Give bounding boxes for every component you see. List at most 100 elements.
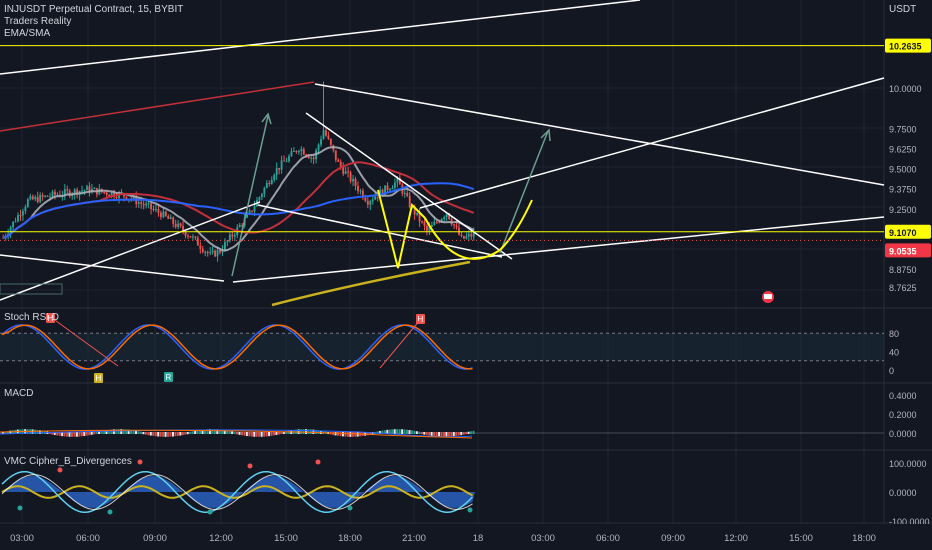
- candle-body: [145, 203, 148, 206]
- candle-body: [458, 227, 460, 235]
- yellow-pattern-drawing: [377, 189, 533, 269]
- macd-histogram-bar: [34, 429, 36, 434]
- candle-body: [103, 191, 106, 193]
- candle-body: [83, 190, 86, 192]
- price-tick-label: 10.0000: [889, 84, 922, 94]
- vmc-signal-dot: [315, 459, 321, 465]
- vmc-cipher-title[interactable]: VMC Cipher_B_Divergences: [4, 456, 132, 467]
- macd-histogram-bar: [344, 432, 347, 437]
- vmc-signal-dot: [467, 507, 473, 513]
- candle-body: [302, 149, 305, 155]
- macd-histogram-bar: [388, 429, 391, 434]
- candle-body: [268, 182, 271, 185]
- macd-histogram-bar: [285, 431, 288, 434]
- candle-body: [187, 235, 189, 237]
- candle-body: [12, 221, 15, 228]
- candle-body: [159, 212, 162, 218]
- macd-histogram-bar: [455, 432, 458, 436]
- macd-histogram-bar: [211, 429, 214, 434]
- candle-body: [157, 209, 160, 213]
- macd-histogram-bar: [127, 429, 130, 434]
- price-badge: [885, 224, 931, 239]
- macd-histogram-bar: [184, 432, 187, 435]
- candle-body: [162, 211, 165, 218]
- candle-body: [132, 196, 135, 199]
- candle-body: [177, 223, 180, 228]
- candle-body: [366, 200, 369, 205]
- candle-body: [354, 178, 357, 186]
- macd-histogram-bar: [280, 432, 283, 435]
- macd-histogram-bar: [236, 432, 239, 435]
- candle-body: [196, 237, 199, 246]
- macd-histogram-bar: [130, 430, 133, 434]
- symbol-title[interactable]: INJUSDT Perpetual Contract, 15, BYBIT: [4, 4, 184, 15]
- time-tick-label: 15:00: [789, 533, 813, 544]
- candle-body: [386, 185, 389, 191]
- white-trendline: [305, 112, 513, 260]
- candle-body: [347, 171, 350, 173]
- stoch-divergence-line: [51, 317, 119, 367]
- macd-histogram-bar: [314, 429, 317, 434]
- macd-histogram-bar: [277, 432, 280, 435]
- macd-histogram-bar: [317, 430, 320, 434]
- macd-histogram-bar: [240, 432, 243, 436]
- vmc-signal-dot: [207, 509, 213, 515]
- vmc-signal-dot: [107, 509, 113, 515]
- stoch-tick-label: 80: [889, 329, 899, 339]
- macd-histogram-bar: [450, 432, 453, 437]
- macd-histogram-bar: [309, 429, 312, 434]
- candle-body: [63, 189, 66, 196]
- stoch-band: [0, 333, 884, 361]
- macd-histogram-bar: [305, 429, 307, 434]
- candle-body: [312, 157, 315, 160]
- candle-body: [24, 206, 27, 212]
- candle-body: [342, 166, 345, 174]
- macd-histogram-bar: [462, 432, 465, 435]
- candle-body: [44, 195, 47, 197]
- macd-histogram-bar: [90, 432, 93, 435]
- macd-histogram-bar: [53, 432, 56, 435]
- price-badge: [885, 38, 931, 53]
- candle-body: [381, 189, 384, 195]
- candle-body: [46, 195, 49, 197]
- macd-histogram-bar: [228, 430, 231, 434]
- price-tick-label: 9.6250: [889, 144, 917, 154]
- stoch-marker-label: R: [166, 373, 172, 382]
- macd-histogram-bar: [393, 429, 396, 434]
- indicator-traders-reality[interactable]: Traders Reality: [4, 16, 72, 27]
- candle-body: [204, 251, 207, 253]
- macd-histogram-bar: [191, 431, 194, 434]
- macd-histogram-bar: [115, 429, 118, 434]
- candle-body: [251, 210, 253, 212]
- macd-histogram-bar: [162, 432, 165, 437]
- indicator-ema-sma[interactable]: EMA/SMA: [4, 28, 51, 39]
- macd-histogram-bar: [378, 430, 381, 434]
- macd-histogram-bar: [199, 430, 202, 434]
- macd-histogram-bar: [137, 431, 140, 434]
- candle-body: [182, 225, 185, 232]
- macd-histogram-bar: [440, 432, 443, 437]
- vmc-signal-dot: [347, 505, 353, 511]
- candle-body: [325, 130, 327, 136]
- macd-histogram-bar: [339, 432, 342, 437]
- candle-body: [421, 221, 423, 223]
- candle-body: [142, 203, 145, 206]
- macd-title[interactable]: MACD: [4, 388, 34, 399]
- stoch-marker-label: H: [48, 314, 54, 323]
- macd-histogram-bar: [248, 432, 251, 437]
- macd-histogram-bar: [78, 432, 81, 437]
- candle-body: [253, 206, 256, 212]
- stoch-rsi-title[interactable]: Stoch RSI D: [4, 312, 60, 323]
- time-tick-label: 18: [473, 533, 484, 544]
- macd-histogram-bar: [98, 431, 101, 434]
- candle-body: [233, 235, 236, 237]
- time-tick-label: 15:00: [274, 533, 298, 544]
- projection-arrow: [499, 130, 549, 254]
- macd-histogram-bar: [260, 432, 263, 437]
- currency-unit: USDT: [889, 4, 917, 15]
- macd-histogram-bar: [95, 431, 98, 434]
- macd-histogram-bar: [58, 432, 61, 436]
- macd-signal-line: [0, 429, 473, 439]
- candle-body: [66, 189, 69, 191]
